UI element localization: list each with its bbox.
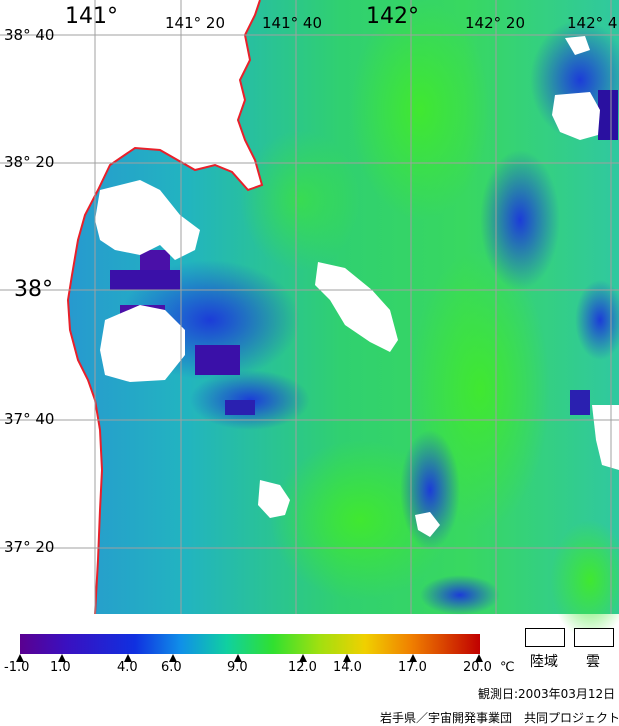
- observation-date: 観測日:2003年03月12日: [478, 687, 616, 701]
- temperature-colorbar: [20, 634, 480, 654]
- colorbar-tick-label: 9.0: [227, 660, 248, 675]
- lat-label-38-20: 38° 20: [4, 153, 55, 171]
- lat-label-37-40: 37° 40: [4, 410, 55, 428]
- cloud-patch: [565, 36, 590, 55]
- lon-label-142: 142°: [366, 4, 419, 29]
- lon-label-141-20: 141° 20: [165, 14, 225, 32]
- credit-line: 岩手県／宇宙開発事業団 共同プロジェクト: [380, 711, 619, 725]
- cloud-legend-label: 雲: [586, 654, 600, 670]
- lat-label-37-20: 37° 20: [4, 538, 55, 556]
- colorbar-tick-label: 20.0: [463, 660, 492, 675]
- cloud-legend-swatch: [574, 628, 614, 647]
- cloud-patch: [95, 180, 200, 260]
- lat-label-38-40: 38° 40: [4, 26, 55, 44]
- colorbar-tick-label: 12.0: [288, 660, 317, 675]
- lon-label-142-20: 142° 20: [465, 14, 525, 32]
- cloud-patch: [315, 262, 398, 352]
- lat-label-38: 38°: [14, 277, 53, 302]
- colorbar-ticks: [16, 654, 483, 662]
- cloud-patch: [592, 405, 619, 470]
- colorbar-tick-label: 17.0: [398, 660, 427, 675]
- cloud-patch: [100, 305, 185, 382]
- colorbar-tick-label: 1.0: [50, 660, 71, 675]
- land-legend-label: 陸域: [530, 654, 558, 670]
- colorbar-tick-label: 6.0: [161, 660, 182, 675]
- cloud-patch: [258, 480, 290, 518]
- colorbar-tick-label: 4.0: [117, 660, 138, 675]
- colorbar-tick-label: -1.0: [4, 660, 30, 675]
- graticule: [0, 0, 619, 614]
- temperature-unit: ℃: [500, 660, 515, 675]
- lon-label-142-40: 142° 4: [567, 14, 618, 32]
- land-honshu: [0, 0, 262, 614]
- cloud-patch: [552, 92, 600, 140]
- cloud-patch: [415, 512, 440, 537]
- colorbar-tick-label: 14.0: [333, 660, 362, 675]
- lon-label-141-40: 141° 40: [262, 14, 322, 32]
- land-legend-swatch: [525, 628, 565, 647]
- lon-label-141: 141°: [65, 4, 118, 29]
